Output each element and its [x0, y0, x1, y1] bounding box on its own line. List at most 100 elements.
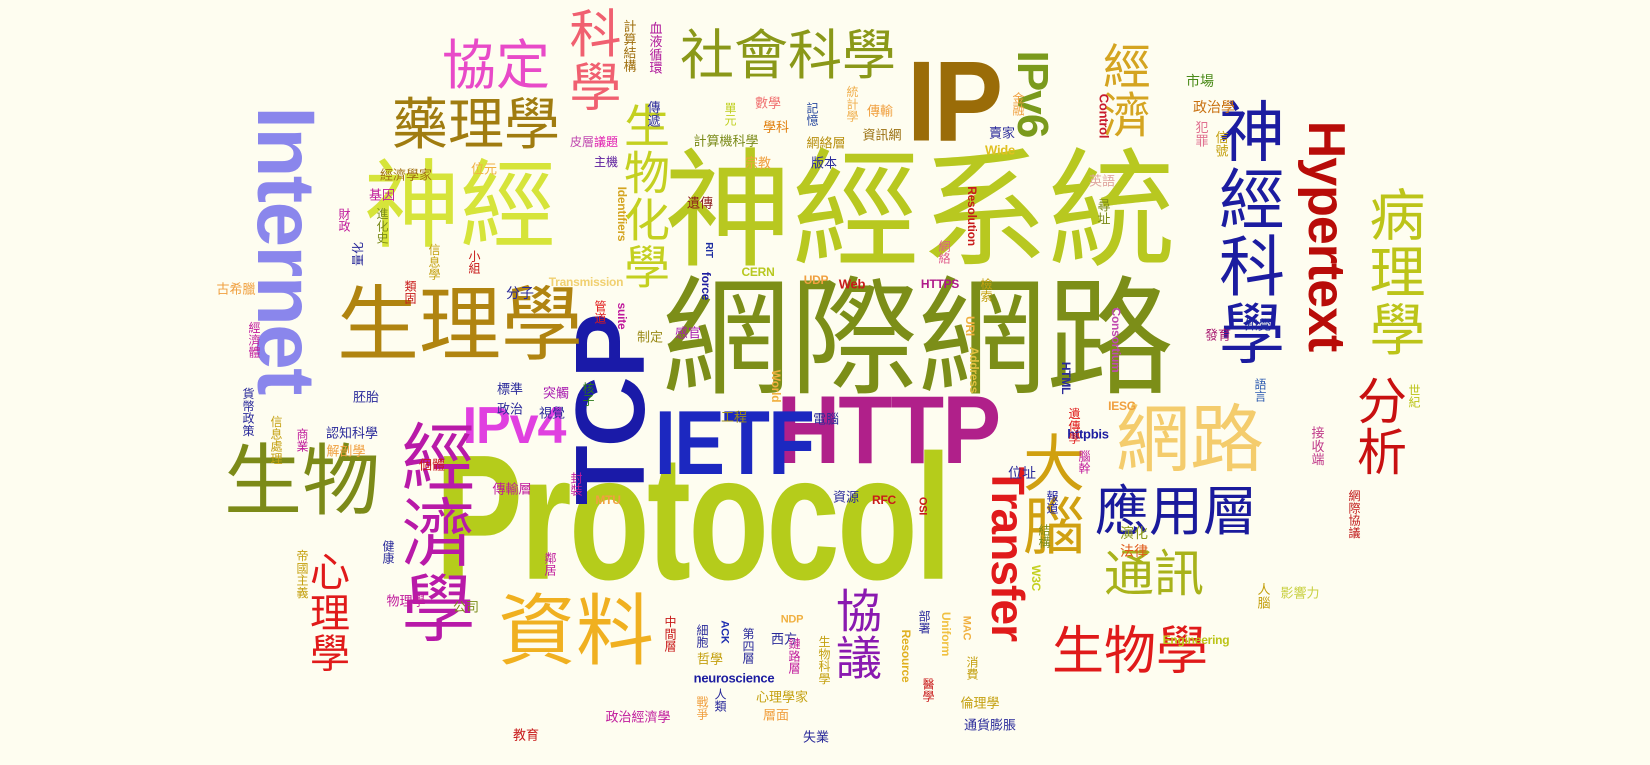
word-hezi: 核子	[581, 381, 595, 407]
word-zhengzhi-jingjixue: 政治經濟學	[605, 710, 671, 726]
word-shengwu-huaxue: 生物化學	[617, 102, 671, 290]
word-guandao: 管道	[593, 299, 607, 325]
word-shengwuxue: 生物學	[1051, 622, 1209, 682]
word-ietf: IETF	[654, 392, 815, 495]
word-renlei: 人類	[713, 687, 727, 713]
word-engineering: Engineering	[1162, 633, 1230, 647]
word-shijue: 視覺	[538, 406, 566, 422]
word-fenzi: 分子	[506, 286, 534, 302]
word-shengwu-kexue: 生物科學	[817, 635, 831, 685]
word-xinlixue: 心理學	[303, 550, 349, 674]
word-xibao: 細胞	[695, 623, 709, 649]
word-resource: Resource	[899, 629, 913, 683]
word-weiyuan: 位元	[470, 162, 498, 178]
word-shiji: 世紀	[1407, 383, 1421, 409]
word-rit: RIT	[703, 242, 714, 258]
word-xinlixuejia: 心理學家	[755, 690, 809, 706]
word-shenjing-kexue: 神經科學	[1208, 97, 1285, 367]
word-pieceng: 皮層	[569, 135, 595, 149]
word-http: HTTP	[776, 375, 1001, 484]
word-shuxue: 數學	[754, 96, 782, 112]
word-world: World	[769, 369, 783, 403]
word-transfer: Transfer	[982, 466, 1034, 642]
word-chuanshuceng: 傳輸層	[492, 482, 532, 498]
word-gongcheng: 工程	[720, 410, 748, 426]
word-jiansuo: 檢索	[979, 277, 993, 303]
word-jiepouxue: 解剖學	[326, 444, 366, 460]
word-jiyin: 基因	[368, 188, 396, 204]
word-force: force	[699, 271, 713, 301]
word-shenjing: 神經	[364, 150, 556, 262]
word-geti: 個體	[418, 458, 446, 474]
word-jingjixue: 經濟學	[389, 418, 475, 646]
word-huobi-zhengce: 貨幣政策	[241, 387, 255, 437]
word-control: Control	[1096, 93, 1112, 139]
word-xiaofei: 消費	[965, 655, 979, 681]
word-lianghua: 量化	[351, 241, 365, 267]
word-transmission: Transmission	[548, 275, 624, 289]
word-zhengzhi: 政治	[496, 402, 524, 418]
word-yingxiangli: 影響力	[1280, 586, 1320, 602]
word-jinhuashi: 進化史	[375, 207, 389, 245]
word-mac: MAC	[960, 615, 973, 641]
word-shehui-kexue: 社會科學	[680, 24, 896, 87]
word-yaolixue: 藥理學	[392, 93, 560, 158]
word-resolution: Resolution	[965, 186, 979, 246]
word-fayu: 發育	[1204, 328, 1232, 344]
word-mtu: MTU	[595, 493, 621, 507]
word-chuanshu: 傳輸	[866, 104, 894, 120]
word-jiegou: 結構	[1037, 523, 1051, 549]
word-wangluoceng: 網絡層	[806, 136, 846, 152]
word-zhanzheng: 戰爭	[695, 695, 709, 721]
word-danao: 大腦	[1012, 430, 1085, 558]
word-zongjiao: 宗教	[744, 156, 772, 172]
word-leigu: 類固	[403, 279, 417, 305]
word-neuroscience: neuroscience	[693, 670, 775, 686]
word-jingji: 經濟	[1094, 41, 1150, 139]
word-osi: OSI	[916, 496, 929, 516]
word-shengwu: 生物	[223, 437, 381, 527]
word-fengzhuang: 封裝	[569, 471, 583, 497]
word-iesg: IESG	[1108, 399, 1136, 413]
word-falv: 法律	[1120, 544, 1148, 560]
word-banben: 版本	[810, 156, 838, 172]
word-chuandi: 傳遞	[644, 100, 660, 128]
word-shenglixue: 生理學	[336, 278, 584, 373]
word-jingjiti: 經濟體	[247, 321, 261, 359]
word-yuyan: 語言	[1253, 377, 1267, 403]
word-ziyuan: 資源	[832, 490, 860, 506]
word-web: Web	[838, 276, 866, 292]
word-https: HTTPS	[920, 277, 960, 291]
word-xieyi: 協議	[829, 587, 883, 681]
word-html: HTML	[1059, 361, 1073, 395]
word-ndp: NDP	[780, 613, 804, 626]
word-fenxi: 分析	[1349, 375, 1407, 477]
word-uri: URI	[963, 316, 977, 336]
word-binglixue: 病理學	[1360, 186, 1425, 358]
word-zixunwang: 資訊網	[862, 128, 902, 144]
word-biaozhun: 標準	[496, 382, 524, 398]
word-suite: suite	[615, 302, 629, 330]
word-zhexue: 哲學	[696, 652, 724, 668]
word-tongxun: 通訊	[1104, 545, 1204, 603]
word-weizhi: 位址	[1008, 466, 1036, 482]
word-zhengzhixue: 政治學	[1193, 100, 1235, 116]
word-bushu: 部署	[917, 609, 931, 635]
word-uniform: Uniform	[939, 611, 953, 657]
word-yiti: 議題	[593, 135, 619, 149]
word-jingjixuejia: 經濟學家	[379, 168, 433, 184]
word-wide: Wide	[985, 142, 1015, 158]
word-internet: Internet	[240, 106, 331, 394]
word-shangye: 商業	[295, 427, 309, 453]
word-yichuanxue: 遺傳學	[1067, 407, 1081, 445]
word-yichuan: 遺傳	[686, 196, 714, 212]
word-address: Address	[967, 346, 981, 394]
word-jinrong: 金融	[1011, 91, 1025, 117]
word-rfc: RFC	[872, 493, 896, 507]
word-jisuanji-kexue: 計算機科學	[693, 134, 759, 150]
word-cern: CERN	[741, 265, 775, 279]
word-jisuan-jiegou: 計算結構	[620, 19, 636, 73]
word-xinhao: 信號	[1212, 130, 1228, 158]
word-lianluceng: 鏈路層	[787, 637, 801, 675]
word-shiye: 失業	[802, 730, 830, 746]
